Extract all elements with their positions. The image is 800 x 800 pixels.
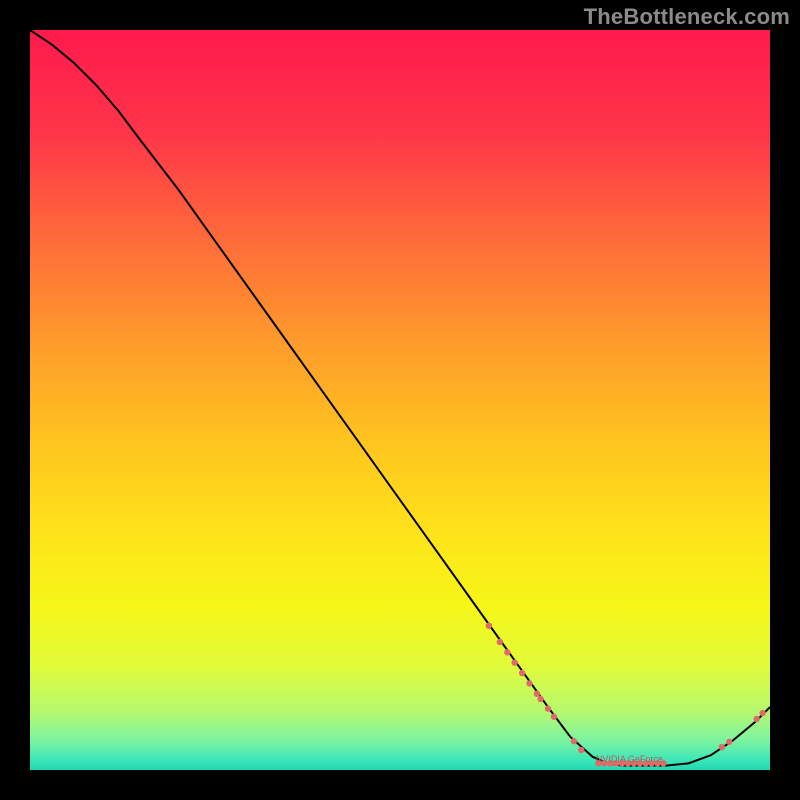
data-marker [578, 747, 584, 753]
data-marker [512, 660, 518, 666]
series-label: NVIDIA GeForce [596, 754, 663, 764]
data-marker [726, 739, 732, 745]
data-marker [497, 639, 503, 645]
chart-frame: NVIDIA GeForce TheBottleneck.com [0, 0, 800, 800]
data-marker [545, 705, 551, 711]
data-marker [486, 623, 492, 629]
data-marker [753, 716, 759, 722]
data-marker [519, 670, 525, 676]
data-marker [504, 649, 510, 655]
data-marker [551, 714, 557, 720]
data-marker [759, 710, 765, 716]
data-marker [537, 696, 543, 702]
plot-area: NVIDIA GeForce [30, 30, 770, 770]
data-marker [719, 744, 725, 750]
watermark-text: TheBottleneck.com [584, 4, 790, 30]
data-marker [526, 680, 532, 686]
data-marker [571, 738, 577, 744]
data-marker [534, 691, 540, 697]
